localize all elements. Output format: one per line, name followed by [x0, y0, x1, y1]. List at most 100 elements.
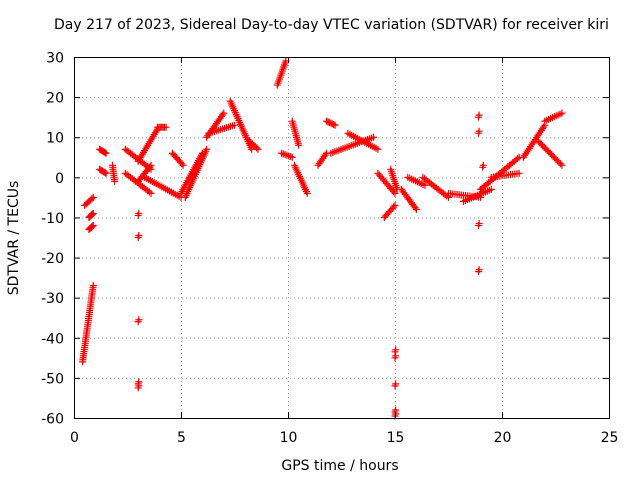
- data-point: [101, 149, 109, 157]
- data-point: [392, 352, 400, 360]
- data-point: [135, 316, 143, 324]
- data-point: [552, 155, 560, 163]
- data-point: [514, 155, 522, 163]
- data-point: [145, 188, 153, 196]
- data-point: [111, 177, 119, 185]
- y-tick-labels: 30 20 10 0 -10 -20 -30 -40 -50 -60: [41, 51, 64, 428]
- data-point: [220, 109, 228, 117]
- data-point: [303, 189, 311, 197]
- data-point: [539, 142, 547, 150]
- data-point: [475, 219, 483, 227]
- x-tick-label: 15: [387, 430, 405, 446]
- data-point: [88, 211, 96, 219]
- x-tick-label: 0: [70, 430, 79, 446]
- x-tick-label: 10: [280, 430, 298, 446]
- y-tick-label: -40: [41, 331, 64, 347]
- data-point: [89, 221, 97, 229]
- data-point: [370, 133, 378, 141]
- data-point: [475, 127, 483, 135]
- data-point: [295, 141, 303, 149]
- data-point: [248, 145, 256, 153]
- x-tick-labels: 0 5 10 15 20 25: [70, 430, 618, 446]
- data-point: [390, 188, 398, 196]
- data-point: [89, 282, 97, 290]
- data-point: [551, 154, 559, 162]
- x-axis-title: GPS time / hours: [281, 458, 398, 474]
- data-point: [203, 145, 211, 153]
- data-point: [88, 195, 96, 203]
- data-point: [178, 160, 186, 168]
- data-point: [89, 193, 97, 201]
- data-point: [558, 109, 566, 117]
- x-tick-label: 20: [494, 430, 512, 446]
- y-tick-label: 30: [46, 51, 64, 67]
- x-tick-label: 25: [601, 430, 619, 446]
- data-point: [102, 149, 110, 157]
- data-point: [392, 346, 400, 354]
- data-point: [558, 161, 566, 169]
- data-point: [515, 169, 523, 177]
- data-point: [391, 201, 399, 209]
- data-point: [390, 203, 398, 211]
- data-point: [421, 181, 429, 189]
- data-point: [475, 266, 483, 274]
- data-point: [554, 157, 562, 165]
- y-tick-label: -60: [41, 412, 64, 428]
- data-point: [548, 151, 556, 159]
- data-point: [536, 139, 544, 147]
- y-tick-label: -30: [41, 291, 64, 307]
- data-point: [549, 152, 557, 160]
- data-point: [88, 223, 96, 231]
- data-point: [475, 111, 483, 119]
- data-point: [147, 161, 155, 169]
- data-points: [79, 57, 566, 420]
- y-tick-label: -50: [41, 371, 64, 387]
- grid: [74, 57, 609, 418]
- y-tick-label: 0: [55, 171, 64, 187]
- data-point: [231, 121, 238, 129]
- data-point: [147, 189, 155, 197]
- data-point: [254, 145, 262, 153]
- x-tick-label: 5: [177, 430, 186, 446]
- axis-ticks: [74, 57, 610, 419]
- data-point: [479, 161, 487, 169]
- data-point: [135, 231, 143, 239]
- data-point: [89, 222, 97, 230]
- data-point: [135, 209, 143, 217]
- data-point: [412, 205, 420, 213]
- data-point: [162, 123, 170, 131]
- data-point: [545, 148, 553, 156]
- y-tick-label: 10: [46, 131, 64, 147]
- data-point: [288, 153, 296, 161]
- data-point: [542, 145, 550, 153]
- data-point: [392, 380, 400, 388]
- data-point: [546, 149, 554, 157]
- data-point: [556, 160, 564, 168]
- data-point: [321, 151, 329, 159]
- data-point: [89, 210, 97, 218]
- chart-title: Day 217 of 2023, Sidereal Day-to-day VTE…: [54, 17, 609, 33]
- data-point: [543, 146, 551, 154]
- data-point: [487, 185, 495, 193]
- data-point: [253, 144, 261, 152]
- data-point: [534, 137, 542, 145]
- plot-frame: [74, 57, 610, 419]
- y-axis-title: SDTVAR / TECUs: [6, 181, 22, 296]
- data-point: [179, 161, 187, 169]
- data-point: [101, 169, 109, 177]
- data-point: [146, 163, 154, 171]
- y-tick-label: 20: [46, 91, 64, 107]
- data-point: [555, 158, 563, 166]
- y-tick-label: -10: [41, 211, 64, 227]
- data-point: [135, 382, 143, 390]
- data-point: [411, 204, 419, 212]
- data-point: [89, 209, 97, 217]
- data-point: [102, 169, 110, 177]
- data-point: [374, 145, 382, 153]
- data-point: [540, 143, 548, 151]
- data-point: [391, 189, 399, 197]
- data-point: [219, 111, 227, 119]
- y-tick-label: -20: [41, 251, 64, 267]
- data-point: [537, 140, 545, 148]
